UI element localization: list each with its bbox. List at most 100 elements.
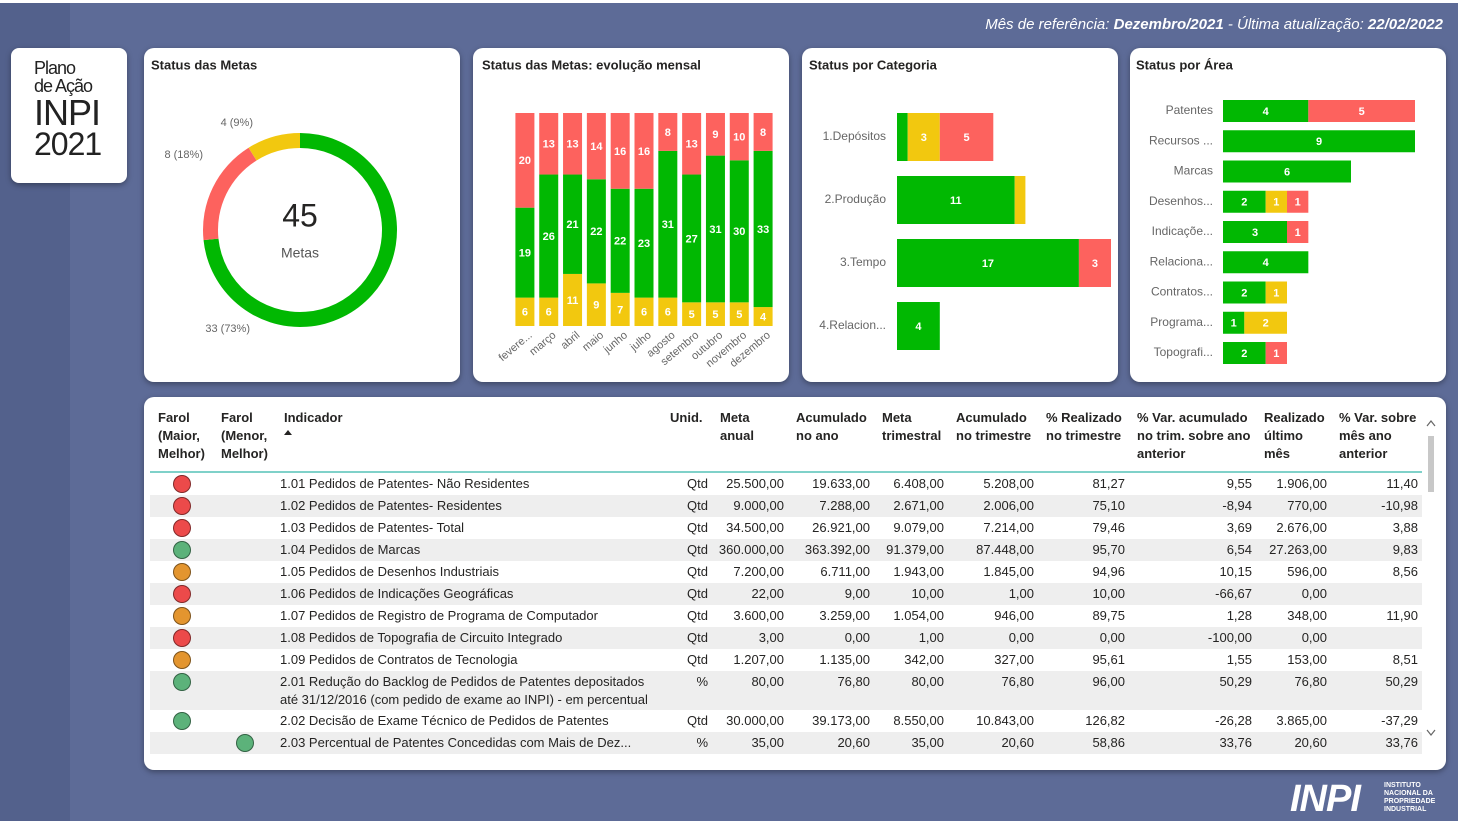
value-cell: 7.214,00 xyxy=(948,517,1038,539)
value-label: 16 xyxy=(638,146,650,158)
scrollbar[interactable] xyxy=(1425,412,1437,742)
value-cell: 27.263,00 xyxy=(1256,539,1331,561)
column-header[interactable]: % Var. acumulado no trim. sobre ano ante… xyxy=(1129,405,1256,472)
table-row: 2.02 Decisão de Exame Técnico de Pedidos… xyxy=(150,710,1422,732)
y-tick-label: Marcas xyxy=(1174,164,1213,178)
farol-indicator xyxy=(236,734,254,752)
sort-arrow[interactable] xyxy=(284,430,292,435)
farol-cell xyxy=(213,671,276,710)
column-header[interactable]: % Realizado no trimestre xyxy=(1038,405,1129,472)
value-cell: 342,00 xyxy=(874,649,948,671)
value-cell: 946,00 xyxy=(948,605,1038,627)
value-cell: 33,76 xyxy=(1129,732,1256,754)
value-cell: 87.448,00 xyxy=(948,539,1038,561)
value-cell: 596,00 xyxy=(1256,561,1331,583)
farol-cell xyxy=(150,605,213,627)
donut-label: 8 (18%) xyxy=(164,149,203,161)
value-cell: 39.173,00 xyxy=(788,710,874,732)
indicator-name: 1.09 Pedidos de Contratos de Tecnologia xyxy=(276,649,662,671)
column-header[interactable]: Unid. xyxy=(662,405,712,472)
column-header[interactable]: Acumulado no trimestre xyxy=(948,405,1038,472)
farol-indicator xyxy=(173,651,191,669)
value-label: 5 xyxy=(963,132,969,144)
value-label: 1 xyxy=(1273,287,1279,299)
value-cell: 10,15 xyxy=(1129,561,1256,583)
scroll-up[interactable] xyxy=(1427,421,1435,426)
value-cell: 327,00 xyxy=(948,649,1038,671)
value-cell: 8,51 xyxy=(1331,649,1422,671)
farol-indicator xyxy=(173,497,191,515)
footer-line: NACIONAL DA xyxy=(1384,790,1435,798)
farol-cell xyxy=(213,517,276,539)
farol-cell xyxy=(150,710,213,732)
value-label: 13 xyxy=(566,139,578,151)
column-header[interactable]: Acumulado no ano xyxy=(788,405,874,472)
value-label: 5 xyxy=(689,309,695,321)
unit-cell: Qtd xyxy=(662,561,712,583)
value-cell: 26.921,00 xyxy=(788,517,874,539)
table-row: 1.08 Pedidos de Topografia de Circuito I… xyxy=(150,627,1422,649)
farol-cell xyxy=(213,561,276,583)
value-cell: 3.259,00 xyxy=(788,605,874,627)
footer-institution: INSTITUTO NACIONAL DA PROPRIEDADE INDUST… xyxy=(1384,782,1435,814)
farol-indicator xyxy=(173,629,191,647)
value-label: 16 xyxy=(614,146,626,158)
column-header[interactable]: Realizado último mês xyxy=(1256,405,1331,472)
value-cell: 20,60 xyxy=(948,732,1038,754)
column-header[interactable]: Indicador xyxy=(276,405,662,472)
y-tick-label: Contratos... xyxy=(1151,285,1213,299)
value-label: 27 xyxy=(686,233,698,245)
value-cell: 80,00 xyxy=(712,671,788,710)
value-cell: 1.207,00 xyxy=(712,649,788,671)
value-cell: 79,46 xyxy=(1038,517,1129,539)
farol-indicator xyxy=(173,541,191,559)
value-cell: 76,80 xyxy=(788,671,874,710)
scroll-thumb[interactable] xyxy=(1428,436,1434,492)
y-tick-label: Desenhos... xyxy=(1149,194,1213,208)
value-cell: 10,00 xyxy=(1038,583,1129,605)
farol-indicator xyxy=(173,563,191,581)
value-label: 10 xyxy=(733,132,745,144)
column-header[interactable]: Meta trimestral xyxy=(874,405,948,472)
donut-center-label: Metas xyxy=(281,245,319,261)
value-label: 19 xyxy=(519,248,531,260)
unit-cell: Qtd xyxy=(662,517,712,539)
footer-brand: INPI xyxy=(1290,778,1360,821)
table-body: 1.01 Pedidos de Patentes- Não Residentes… xyxy=(150,472,1422,754)
farol-cell xyxy=(150,671,213,710)
value-label: 1 xyxy=(1273,197,1279,209)
donut-segment xyxy=(249,133,300,160)
farol-cell xyxy=(213,605,276,627)
y-tick-label: Recursos ... xyxy=(1149,133,1213,147)
bar-segment xyxy=(1015,176,1026,224)
value-label: 4 xyxy=(1263,257,1270,269)
value-label: 4 xyxy=(760,311,767,323)
value-label: 22 xyxy=(614,236,626,248)
farol-cell xyxy=(150,583,213,605)
farol-cell xyxy=(213,710,276,732)
x-tick-label: maio xyxy=(580,329,606,354)
value-cell: 5.208,00 xyxy=(948,472,1038,495)
footer-line: PROPRIEDADE xyxy=(1384,798,1435,806)
value-label: 13 xyxy=(543,139,555,151)
column-header[interactable]: Farol (Menor, Melhor) xyxy=(213,405,276,472)
sort-indicator[interactable] xyxy=(284,429,292,435)
value-cell xyxy=(1331,583,1422,605)
value-cell: 1.135,00 xyxy=(788,649,874,671)
scroll-down[interactable] xyxy=(1427,730,1435,735)
y-tick-label: Relaciona... xyxy=(1150,254,1213,268)
value-cell: 348,00 xyxy=(1256,605,1331,627)
column-header[interactable]: % Var. sobre mês ano anterior xyxy=(1331,405,1422,472)
value-label: 11 xyxy=(950,195,962,207)
y-tick-label: 2.Produção xyxy=(825,192,887,206)
value-cell: -100,00 xyxy=(1129,627,1256,649)
table-row: 1.02 Pedidos de Patentes- ResidentesQtd9… xyxy=(150,495,1422,517)
table-row: 2.01 Redução do Backlog de Pedidos de Pa… xyxy=(150,671,1422,710)
value-cell: 9,83 xyxy=(1331,539,1422,561)
value-cell: 0,00 xyxy=(788,627,874,649)
column-header[interactable]: Farol (Maior, Melhor) xyxy=(150,405,213,472)
value-label: 1 xyxy=(1273,348,1279,360)
column-header[interactable]: Meta anual xyxy=(712,405,788,472)
value-cell: 10,00 xyxy=(874,583,948,605)
